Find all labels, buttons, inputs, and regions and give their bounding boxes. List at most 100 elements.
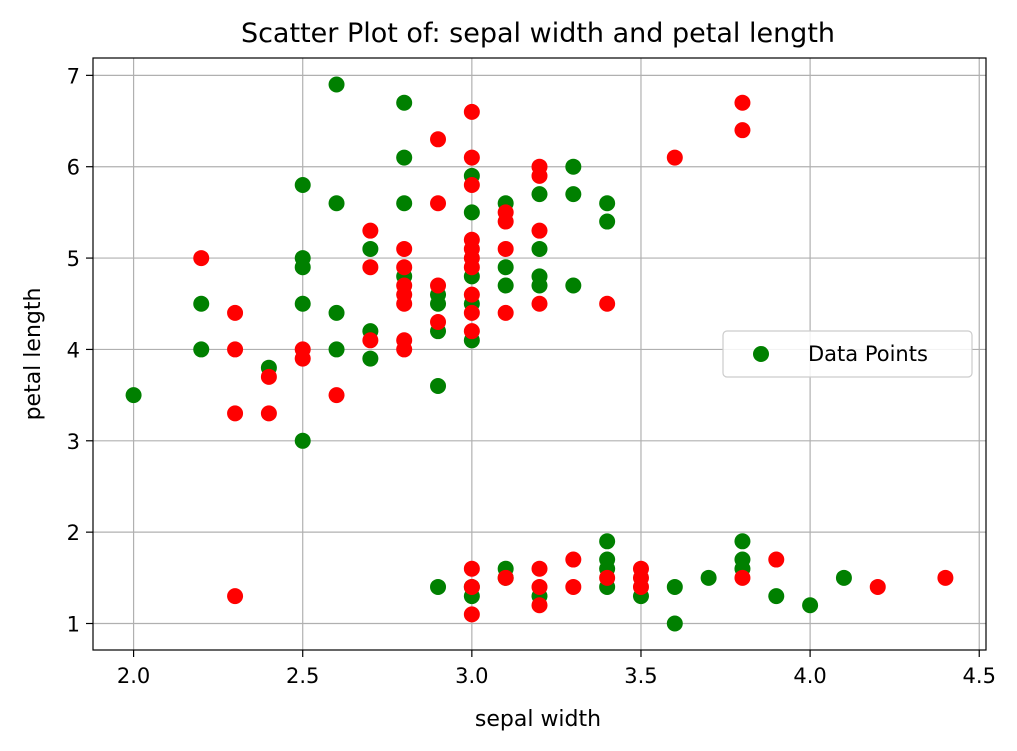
data-point (294, 350, 311, 367)
data-point (599, 533, 616, 550)
data-point (193, 295, 210, 312)
data-point (463, 578, 480, 595)
legend-box (722, 330, 973, 378)
data-point (362, 240, 379, 257)
data-point (328, 341, 345, 358)
data-point (396, 195, 413, 212)
x-tick-label: 3.0 (455, 664, 488, 688)
data-point (531, 560, 548, 577)
data-point (260, 405, 277, 422)
data-point (328, 387, 345, 404)
y-tick-label: 5 (67, 247, 80, 271)
data-point (362, 350, 379, 367)
y-tick-label: 6 (67, 156, 80, 180)
x-tick-label: 2.0 (117, 664, 150, 688)
x-tick-label: 2.5 (286, 664, 319, 688)
data-point (463, 149, 480, 166)
x-tick-label: 4.5 (963, 664, 996, 688)
data-point (227, 405, 244, 422)
data-point (328, 76, 345, 93)
data-point (294, 295, 311, 312)
y-axis-label: petal length (21, 288, 46, 421)
data-point (734, 533, 751, 550)
data-point (463, 560, 480, 577)
legend-marker (753, 346, 769, 362)
data-point (565, 578, 582, 595)
data-point (835, 569, 852, 586)
data-point (193, 250, 210, 267)
data-point (531, 578, 548, 595)
data-point (193, 341, 210, 358)
x-tick-label: 4.0 (793, 664, 826, 688)
data-point (260, 368, 277, 385)
data-point (768, 551, 785, 568)
data-point (396, 341, 413, 358)
axis-ticks: 2.0 2.5 3.0 3.5 4.0 4.5 1 2 3 4 5 6 7 (67, 64, 996, 688)
data-point (666, 615, 683, 632)
data-point (396, 149, 413, 166)
x-tick-label: 3.5 (624, 664, 657, 688)
data-point (430, 295, 447, 312)
y-tick-label: 2 (67, 521, 80, 545)
data-point (565, 277, 582, 294)
legend: Data Points (722, 330, 973, 378)
data-point (565, 551, 582, 568)
data-point (565, 186, 582, 203)
data-point (328, 304, 345, 321)
data-point (396, 295, 413, 312)
chart-title: Scatter Plot of: sepal width and petal l… (241, 18, 835, 49)
data-point (463, 606, 480, 623)
y-tick-label: 4 (67, 338, 80, 362)
data-point (294, 176, 311, 193)
data-point (430, 195, 447, 212)
data-point (599, 295, 616, 312)
data-point (430, 578, 447, 595)
data-point (531, 222, 548, 239)
data-point (463, 204, 480, 221)
data-point (599, 195, 616, 212)
data-point (632, 578, 649, 595)
data-point (700, 569, 717, 586)
data-point (396, 94, 413, 111)
data-point (734, 122, 751, 139)
data-point (227, 304, 244, 321)
data-point (362, 259, 379, 276)
data-point (125, 387, 142, 404)
data-point (227, 588, 244, 605)
data-point (227, 341, 244, 358)
data-point (497, 213, 514, 230)
data-point (463, 286, 480, 303)
data-point (734, 94, 751, 111)
data-point (294, 259, 311, 276)
data-point (937, 569, 954, 586)
data-point (497, 240, 514, 257)
data-point (497, 277, 514, 294)
data-point (531, 277, 548, 294)
data-point (497, 259, 514, 276)
data-point (734, 569, 751, 586)
data-point (463, 304, 480, 321)
data-point (531, 186, 548, 203)
data-point (396, 240, 413, 257)
y-tick-label: 1 (67, 613, 80, 637)
data-point (666, 149, 683, 166)
data-point (294, 432, 311, 449)
data-point (768, 588, 785, 605)
y-tick-label: 3 (67, 430, 80, 454)
legend-label: Data Points (808, 342, 928, 366)
data-point (599, 213, 616, 230)
data-point (666, 578, 683, 595)
data-point (599, 569, 616, 586)
plot-frame (92, 57, 987, 651)
data-point (565, 158, 582, 175)
data-point (430, 131, 447, 148)
data-point (531, 597, 548, 614)
x-axis-label: sepal width (475, 707, 601, 732)
data-point (430, 377, 447, 394)
data-point (362, 222, 379, 239)
data-point (531, 295, 548, 312)
data-point (362, 332, 379, 349)
data-point (497, 569, 514, 586)
data-points (125, 76, 954, 632)
